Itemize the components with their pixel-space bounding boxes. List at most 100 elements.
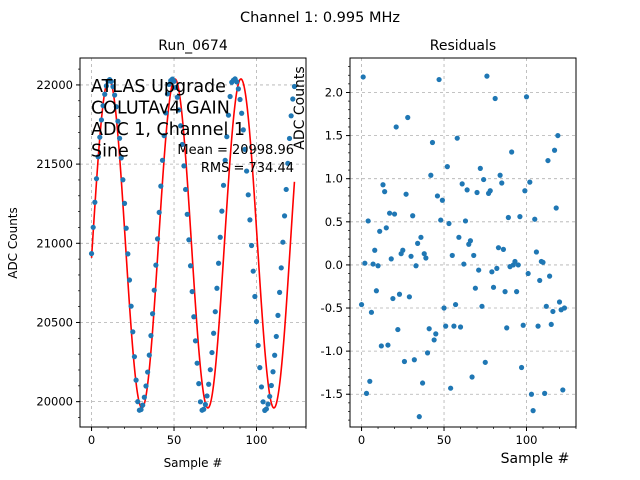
residual-point <box>451 323 457 329</box>
residual-point <box>441 305 447 311</box>
residual-point <box>514 289 520 295</box>
adc-sample-point <box>141 394 147 400</box>
adc-sample-point <box>133 377 139 383</box>
adc-sample-point <box>265 401 271 407</box>
residual-point <box>530 408 536 414</box>
adc-sample-point <box>235 86 241 92</box>
adc-sample-point <box>161 133 167 139</box>
adc-sample-point <box>211 330 217 336</box>
residual-point <box>525 270 531 277</box>
residual-point <box>401 358 408 365</box>
adc-sample-point <box>227 93 233 100</box>
adc-sample-point <box>154 236 161 242</box>
x-tick-label: 50 <box>167 433 182 447</box>
adc-sample-point <box>158 183 164 189</box>
residual-point <box>372 247 378 253</box>
y-tick-label: 1.0 <box>325 172 343 186</box>
adc-sample-point <box>176 107 182 113</box>
residual-point <box>560 387 566 393</box>
adc-sample-point <box>138 406 144 413</box>
residual-point <box>553 205 559 211</box>
adc-sample-point <box>285 160 291 166</box>
residuals-panel: Residuals Sample # ADC Counts 0 50 100 -1.5… <box>292 38 577 467</box>
adc-sample-point <box>267 393 273 400</box>
adc-sample-point <box>275 312 281 318</box>
fit-curve <box>90 78 296 409</box>
adc-sample-point <box>186 237 192 243</box>
residual-point <box>390 295 396 302</box>
residual-point <box>421 251 427 257</box>
residual-point <box>487 188 493 194</box>
residual-point <box>400 247 406 253</box>
residual-point <box>494 265 500 271</box>
adc-sample-point <box>178 123 184 129</box>
adc-sample-point <box>156 209 162 216</box>
residual-point <box>386 210 393 216</box>
residual-point <box>500 246 507 252</box>
run-panel-title: Run_0674 <box>158 38 228 54</box>
residual-point <box>375 263 381 269</box>
residual-point <box>424 350 431 356</box>
residual-point <box>438 217 444 223</box>
residual-point <box>365 218 371 224</box>
residual-point <box>452 301 459 308</box>
y-tick-label: -1.0 <box>321 344 343 358</box>
adc-sample-point <box>224 134 230 140</box>
residual-point <box>408 253 414 259</box>
annotation-rms: RMS = 734.44 <box>201 161 294 176</box>
adc-sample-point <box>255 342 261 349</box>
residual-point <box>391 211 398 217</box>
residual-point <box>385 342 391 348</box>
residual-point <box>532 216 538 222</box>
residual-point <box>431 337 437 343</box>
residual-point <box>495 245 502 251</box>
adc-sample-point <box>288 113 294 119</box>
residual-point <box>362 260 368 266</box>
residual-point <box>410 213 416 219</box>
residual-point <box>497 172 503 178</box>
adc-sample-point <box>194 360 200 366</box>
adc-sample-point <box>93 176 100 182</box>
adc-sample-point <box>103 83 109 89</box>
residual-point <box>477 165 483 171</box>
residual-point <box>405 114 411 121</box>
figure-suptitle: Channel 1: 0.995 MHz <box>240 10 400 26</box>
residual-point <box>474 189 480 196</box>
adc-sample-point <box>181 163 187 169</box>
x-tick-label: 0 <box>358 433 365 447</box>
adc-sample-point <box>278 265 284 271</box>
adc-sample-point <box>118 155 124 161</box>
residual-point <box>467 238 474 244</box>
residual-point <box>481 176 487 183</box>
residual-point <box>403 191 409 197</box>
residual-point <box>472 285 478 291</box>
residual-point <box>419 380 426 386</box>
adc-sample-point <box>220 182 227 188</box>
adc-sample-point <box>173 84 179 91</box>
y-tick-label: 20000 <box>36 395 73 409</box>
residual-point <box>482 359 488 365</box>
adc-sample-point <box>217 234 223 240</box>
residual-point <box>515 262 521 268</box>
residual-point <box>446 220 452 227</box>
adc-sample-point <box>204 393 210 399</box>
residual-point <box>380 182 386 188</box>
adc-sample-point <box>98 117 105 123</box>
annotation-mean: Mean = 20998.96 <box>177 143 294 158</box>
residual-point <box>505 214 511 221</box>
run-panel-xlabel: Sample # <box>164 456 223 470</box>
y-tick-label: 1.5 <box>325 129 343 143</box>
y-tick-label: 0.5 <box>325 215 343 229</box>
residual-point <box>489 269 495 275</box>
adc-sample-point <box>222 157 228 163</box>
residual-point <box>461 261 467 267</box>
residual-point <box>535 323 541 329</box>
residual-point <box>368 309 375 315</box>
adc-sample-point <box>182 186 189 193</box>
adc-sample-point <box>113 104 119 110</box>
residuals-panel-title: Residuals <box>430 38 496 54</box>
residual-point <box>393 124 399 130</box>
adc-sample-point <box>189 288 195 295</box>
residual-point <box>479 303 485 309</box>
adc-sample-point <box>171 78 177 84</box>
